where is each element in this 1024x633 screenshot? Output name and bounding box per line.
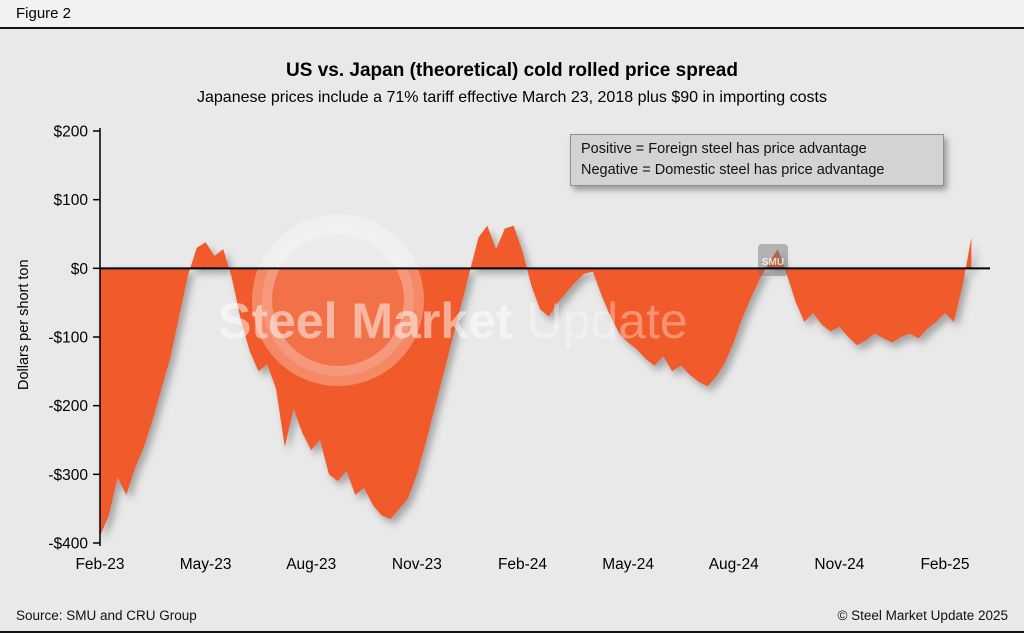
figure-label: Figure 2 (16, 5, 72, 22)
figure-header: Figure 2 (0, 0, 1024, 27)
source-note: Source: SMU and CRU Group (16, 608, 197, 623)
header-divider (0, 27, 1024, 29)
legend-line-positive: Positive = Foreign steel has price advan… (581, 141, 867, 157)
x-tick-label: May-24 (602, 556, 654, 573)
watermark: Steel Market Update SMU (218, 214, 788, 386)
y-tick-label: -$400 (48, 536, 88, 553)
watermark-smu-badge-text: SMU (762, 257, 784, 268)
chart-title: US vs. Japan (theoretical) cold rolled p… (286, 60, 738, 81)
y-tick-label: -$200 (48, 398, 88, 415)
y-tick-label: -$300 (48, 467, 88, 484)
y-tick-label: -$100 (48, 330, 88, 347)
x-tick-label: Feb-24 (498, 556, 547, 573)
x-tick-label: May-23 (180, 556, 232, 573)
bottom-divider (0, 631, 1024, 633)
copyright-note: © Steel Market Update 2025 (837, 608, 1008, 623)
x-tick-label: Feb-25 (920, 556, 969, 573)
y-tick-label: $200 (54, 124, 89, 141)
legend-line-negative: Negative = Domestic steel has price adva… (581, 162, 885, 178)
watermark-text: Steel Market Update (218, 293, 688, 349)
watermark-logo-circle (252, 214, 424, 386)
legend-box: Positive = Foreign steel has price advan… (570, 134, 944, 186)
y-tick-label: $100 (54, 192, 89, 209)
area-chart: Steel Market Update SMU $200 $100 $0 -$100 -$2… (48, 124, 990, 573)
x-tick-label: Nov-24 (814, 556, 864, 573)
x-tick-label: Aug-23 (286, 556, 336, 573)
x-tick-label: Feb-23 (75, 556, 124, 573)
price-spread-area (100, 225, 972, 537)
y-tick-label: $0 (71, 261, 89, 278)
x-tick-label: Nov-23 (392, 556, 442, 573)
chart-subtitle: Japanese prices include a 71% tariff eff… (197, 89, 827, 106)
x-tick-label: Aug-24 (709, 556, 759, 573)
